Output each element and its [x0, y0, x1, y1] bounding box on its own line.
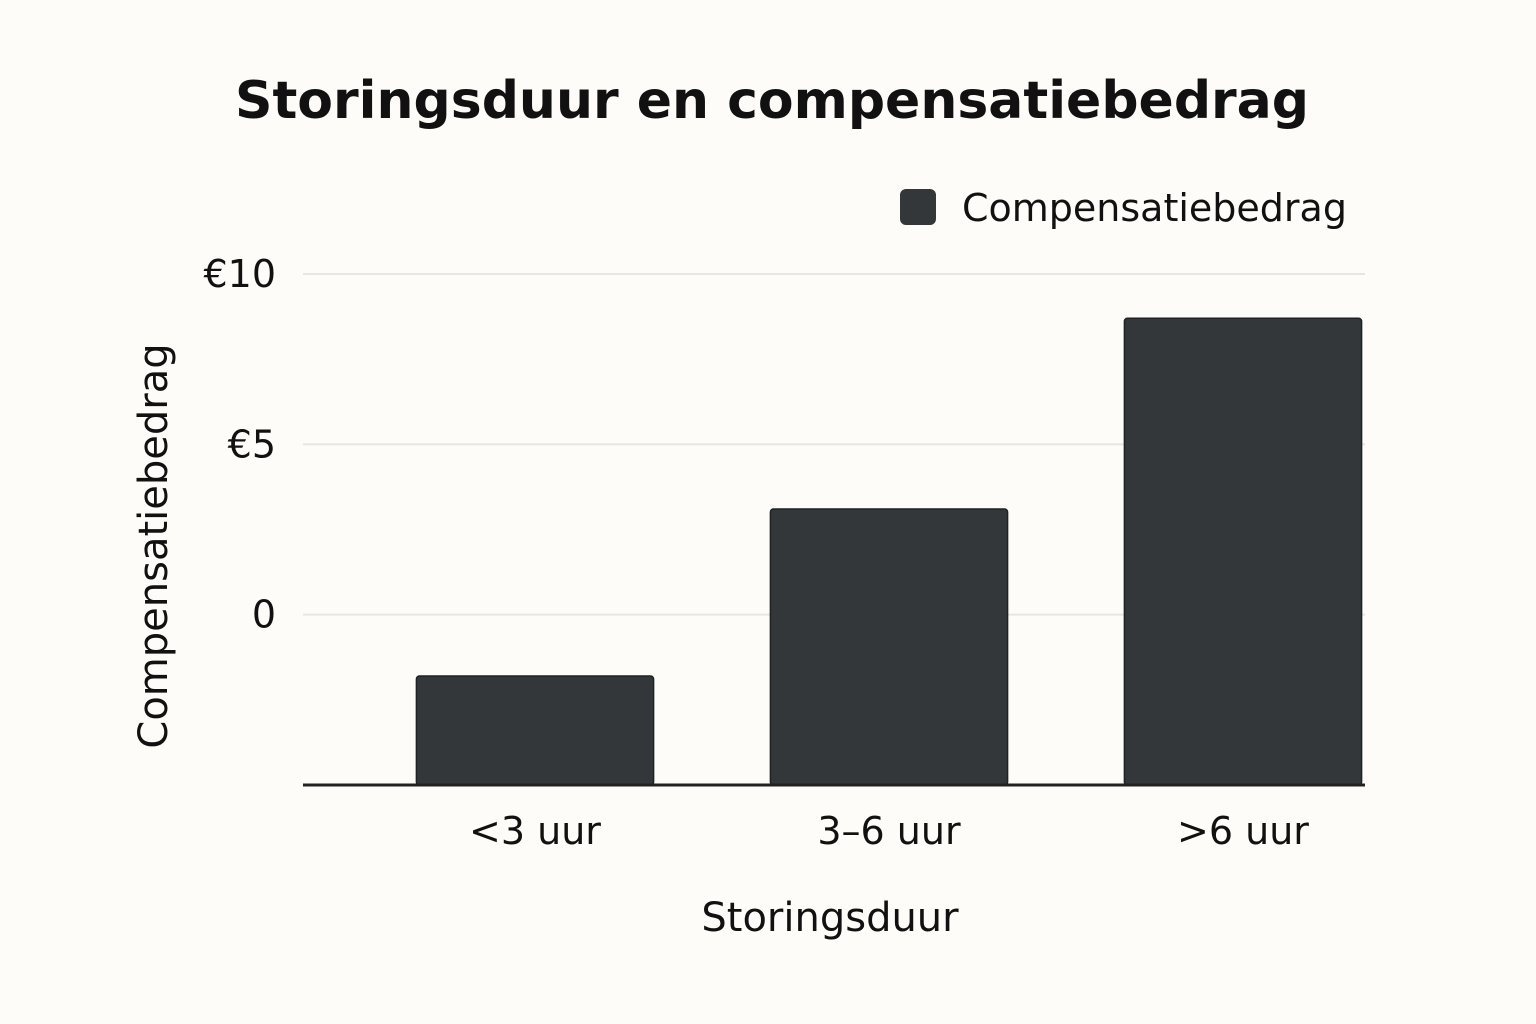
- chart-title: Storingsduur en compensatiebedrag: [235, 71, 1309, 131]
- x-axis-label: Storingsduur: [701, 895, 959, 941]
- x-tick-label: <3 uur: [469, 809, 601, 853]
- x-axis-ticks: <3 uur 3–6 uur >6 uur: [469, 809, 1309, 853]
- legend-swatch: [900, 189, 936, 225]
- bar: [415, 675, 655, 786]
- legend: Compensatiebedrag: [900, 186, 1347, 230]
- x-tick-label: 3–6 uur: [817, 809, 961, 853]
- legend-label: Compensatiebedrag: [962, 186, 1347, 230]
- y-tick-label: €10: [203, 252, 276, 296]
- bar: [769, 508, 1009, 786]
- y-tick-label: €5: [228, 422, 276, 466]
- bar: [1123, 317, 1363, 786]
- y-axis-label: Compensatiebedrag: [131, 343, 177, 748]
- bars: [415, 317, 1363, 786]
- x-tick-label: >6 uur: [1177, 809, 1309, 853]
- y-axis-ticks: €10 €5 0: [203, 252, 276, 637]
- y-tick-label: 0: [252, 593, 276, 637]
